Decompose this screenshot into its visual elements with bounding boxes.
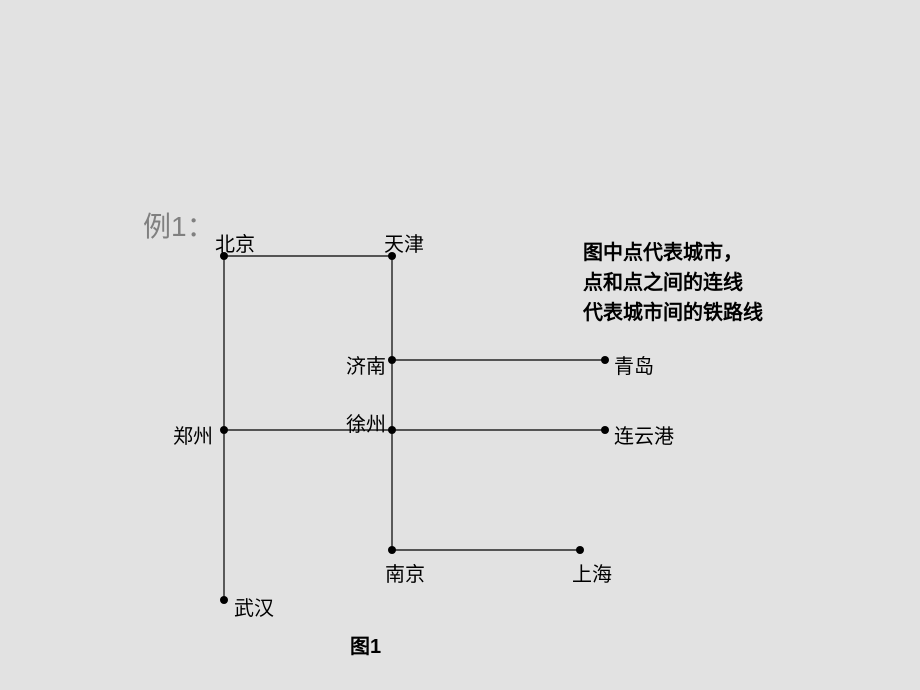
node-jinan — [388, 356, 396, 364]
caption-line: 点和点之间的连线 — [583, 268, 763, 298]
node-nanjing — [388, 546, 396, 554]
label-zhengzhou: 郑州 — [173, 420, 213, 449]
caption-line: 图中点代表城市， — [583, 238, 763, 268]
railway-graph — [10, 10, 910, 680]
node-qingdao — [601, 356, 609, 364]
label-wuhan: 武汉 — [234, 592, 274, 621]
label-jinan: 济南 — [346, 350, 386, 379]
node-zhengzhou — [220, 426, 228, 434]
label-beijing: 北京 — [215, 228, 255, 257]
node-wuhan — [220, 596, 228, 604]
slide-card: 例1： 图中点代表城市，点和点之间的连线代表城市间的铁路线 图1 北京天津济南青… — [10, 10, 910, 680]
node-lianyungang — [601, 426, 609, 434]
figure-label: 图1 — [350, 630, 381, 659]
caption-line: 代表城市间的铁路线 — [583, 298, 763, 328]
label-nanjing: 南京 — [385, 558, 425, 587]
label-lianyungang: 连云港 — [614, 420, 674, 449]
node-xuzhou — [388, 426, 396, 434]
label-tianjin: 天津 — [384, 228, 424, 257]
node-shanghai — [576, 546, 584, 554]
label-shanghai: 上海 — [572, 558, 612, 587]
label-xuzhou: 徐州 — [346, 408, 386, 437]
graph-caption: 图中点代表城市，点和点之间的连线代表城市间的铁路线 — [583, 238, 763, 328]
label-qingdao: 青岛 — [614, 350, 654, 379]
